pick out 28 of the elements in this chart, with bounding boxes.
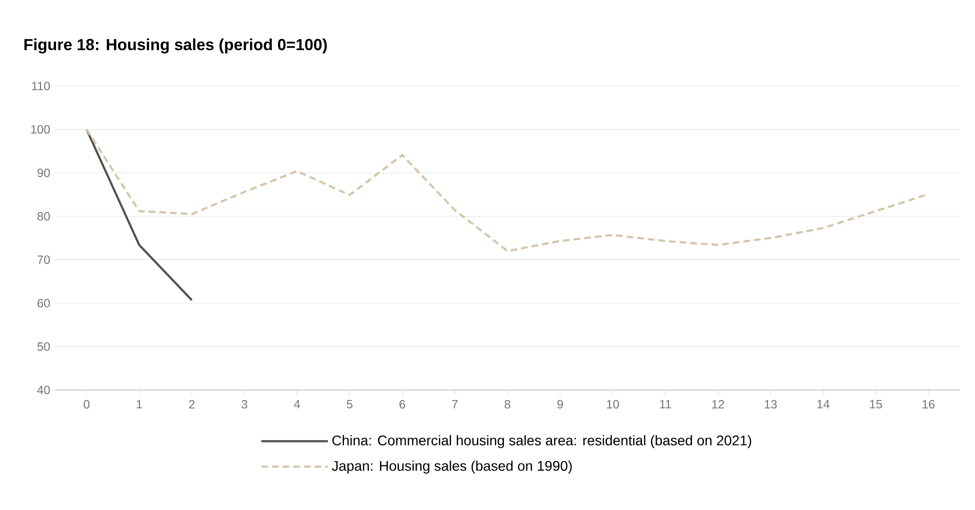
x-tick-label: 14 (817, 400, 830, 408)
y-tick-label: 80 (37, 212, 50, 221)
x-tick-label: 13 (764, 400, 777, 409)
legend-label: China: Commercial housing sales area: residential (based on 2021) (332, 435, 752, 448)
y-tick-label: 110 (32, 82, 50, 90)
legend-label: Japan: Housing sales (based on 1990) (332, 460, 572, 474)
x-tick-label: 4 (294, 400, 300, 408)
y-tick-label: 60 (38, 298, 50, 308)
y-tick-label: 70 (38, 255, 50, 264)
x-tick-label: 1 (136, 400, 142, 408)
x-tick-label: 0 (84, 400, 90, 409)
x-tick-label: 5 (346, 400, 352, 408)
x-tick-label: 10 (606, 400, 619, 409)
x-tick-label: 12 (712, 400, 724, 408)
y-tick-label: 90 (38, 168, 50, 178)
y-tick-label: 50 (37, 342, 50, 351)
y-tick-label: 40 (37, 386, 50, 394)
x-tick-label: 9 (557, 400, 563, 409)
chart-title: Figure 18: Housing sales (period 0=100) (24, 38, 327, 54)
x-tick-label: 7 (452, 400, 458, 408)
x-tick-label: 16 (922, 400, 935, 409)
x-tick-label: 6 (400, 400, 406, 409)
x-tick-label: 15 (870, 400, 882, 408)
x-tick-label: 3 (242, 400, 248, 409)
x-tick-label: 11 (660, 400, 671, 408)
y-tick-label: 100 (31, 125, 50, 134)
x-tick-label: 2 (189, 400, 195, 408)
x-tick-label: 8 (504, 400, 510, 409)
